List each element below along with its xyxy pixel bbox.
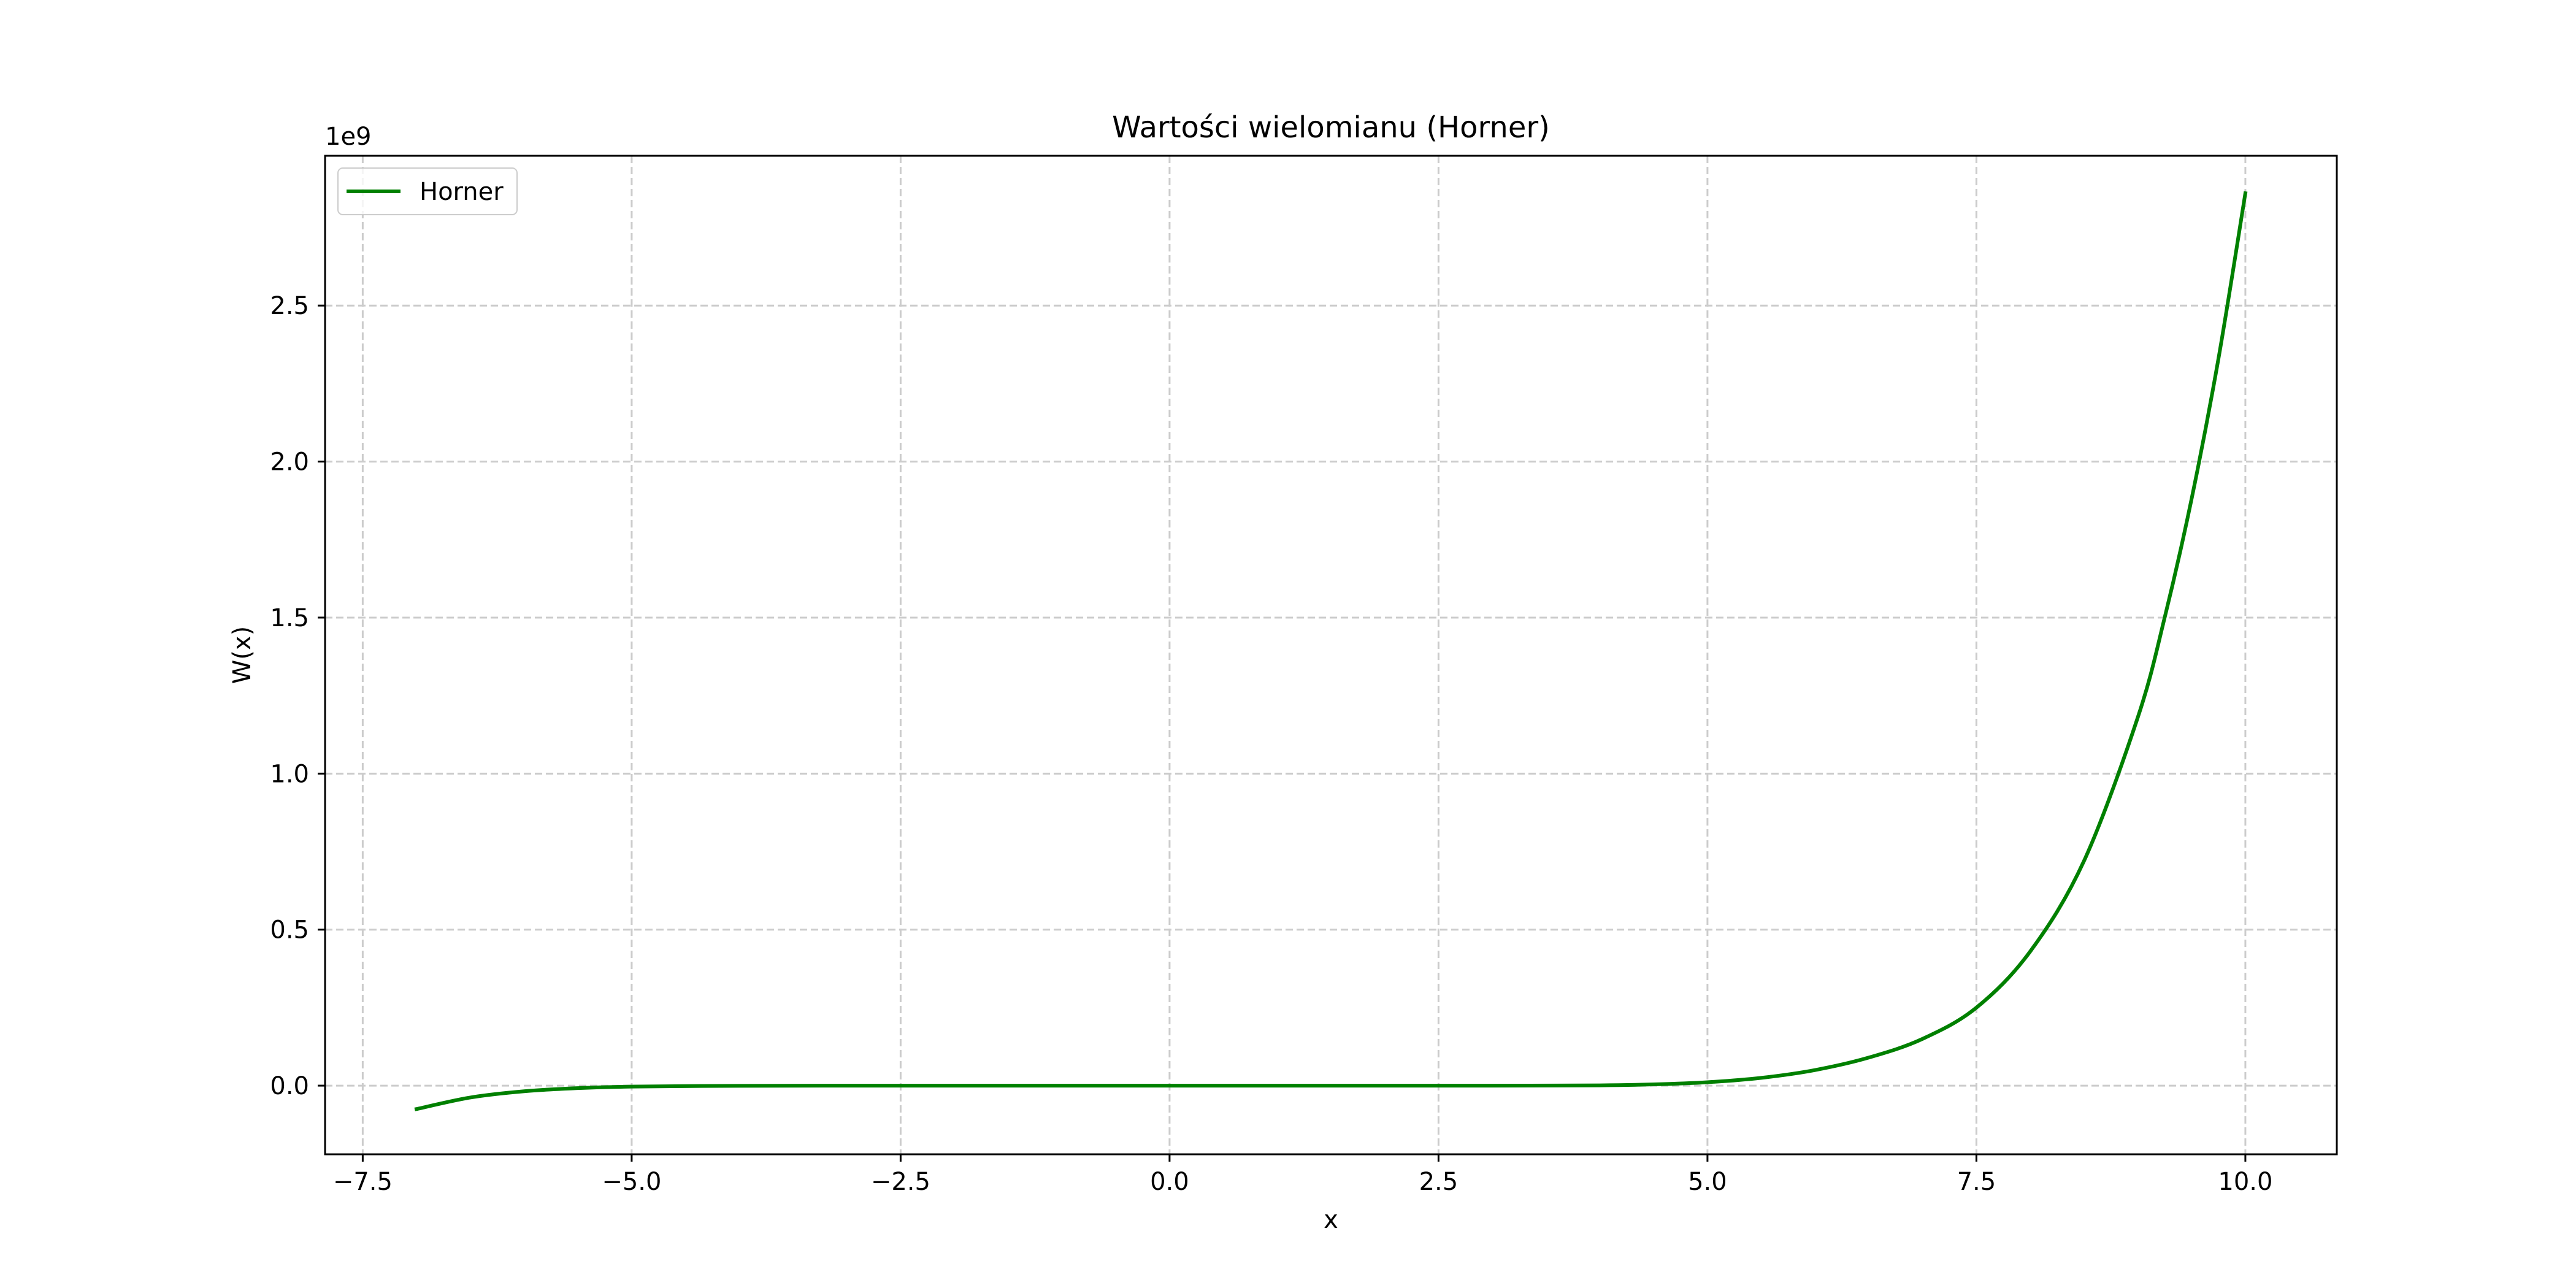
- axis-ticks: −7.5 −5.0 −2.5 0.0 2.5 5.0 7.5 10.0 0.0 0.5 1.0 1.5…: [270, 292, 2272, 1196]
- plot-area-frame: [324, 155, 2338, 1156]
- y-tick-label: 0.0: [270, 1072, 309, 1100]
- y-tick-label: 2.5: [270, 292, 309, 320]
- legend-label-horner: Horner: [420, 178, 504, 206]
- y-tick-label: 0.5: [270, 916, 309, 945]
- x-tick-label: 10.0: [2218, 1168, 2272, 1196]
- x-tick-label: 0.0: [1150, 1168, 1189, 1196]
- x-tick-label: −2.5: [871, 1168, 930, 1196]
- x-axis-label: x: [1324, 1206, 1338, 1234]
- series-layer: [414, 191, 2248, 1111]
- y-axis-label: W(x): [228, 626, 256, 684]
- x-tick-label: −5.0: [602, 1168, 661, 1196]
- y-axis-offset-label: 1e9: [325, 123, 372, 151]
- legend: Horner: [337, 167, 518, 215]
- series-line-horner: [414, 191, 2248, 1111]
- chart-title: Wartości wielomianu (Horner): [1112, 110, 1550, 145]
- x-tick-label: 7.5: [1957, 1168, 1996, 1196]
- y-tick-label: 1.5: [270, 604, 309, 632]
- x-tick-label: 5.0: [1688, 1168, 1727, 1196]
- x-tick-label: −7.5: [333, 1168, 393, 1196]
- y-tick-label: 2.0: [270, 448, 309, 477]
- x-tick-label: 2.5: [1419, 1168, 1459, 1196]
- y-tick-label: 1.0: [270, 760, 309, 788]
- legend-box: [337, 167, 518, 215]
